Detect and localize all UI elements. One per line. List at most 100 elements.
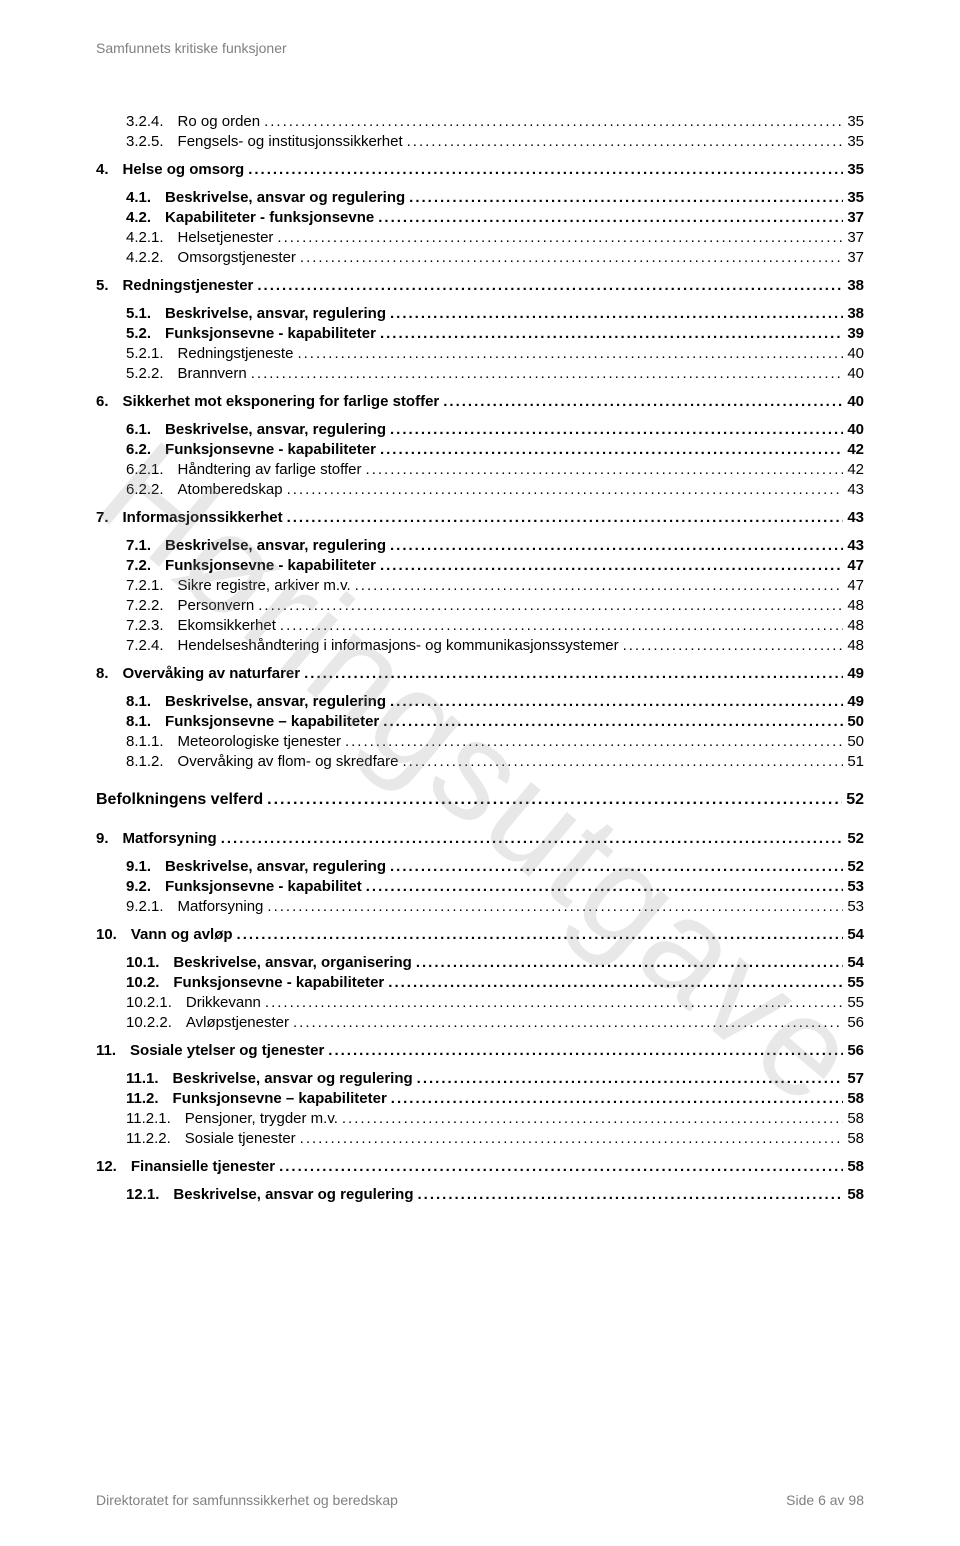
toc-entry-page: 38 xyxy=(843,306,864,321)
toc-entry-page: 37 xyxy=(843,210,864,225)
toc-entry-number: 8.1. xyxy=(126,714,165,729)
toc-entry: 11.1.Beskrivelse, ansvar og regulering57 xyxy=(96,1071,864,1086)
toc-entry: 9.2.1.Matforsyning53 xyxy=(96,899,864,914)
toc-leader-dots xyxy=(386,422,843,437)
toc-entry-title: Beskrivelse, ansvar og regulering xyxy=(173,1187,413,1202)
toc-entry-page: 56 xyxy=(843,1015,864,1030)
toc-entry: 11.2.Funksjonsevne – kapabiliteter58 xyxy=(96,1091,864,1106)
toc-leader-dots xyxy=(351,578,844,593)
toc-entry-title: Beskrivelse, ansvar og regulering xyxy=(173,1071,413,1086)
toc-entry-title: Ekomsikkerhet xyxy=(178,618,276,633)
toc-entry-page: 58 xyxy=(843,1159,864,1174)
footer-right: Side 6 av 98 xyxy=(786,1492,864,1508)
toc-entry-title: Informasjonssikkerhet xyxy=(123,510,283,525)
toc-entry-page: 58 xyxy=(843,1111,864,1126)
toc-entry-title: Beskrivelse, ansvar, regulering xyxy=(165,694,386,709)
toc-entry-page: 56 xyxy=(843,1043,864,1058)
toc-entry-page: 38 xyxy=(843,278,864,293)
toc-entry-page: 37 xyxy=(843,250,864,265)
toc-leader-dots xyxy=(376,442,843,457)
toc-entry: 9.1.Beskrivelse, ansvar, regulering52 xyxy=(96,859,864,874)
toc-entry-title: Matforsyning xyxy=(123,831,217,846)
toc-entry-page: 48 xyxy=(843,618,864,633)
toc-entry: 7.1.Beskrivelse, ansvar, regulering43 xyxy=(96,538,864,553)
toc-entry-number: 9.2. xyxy=(126,879,165,894)
toc-entry: 4.1.Beskrivelse, ansvar og regulering35 xyxy=(96,190,864,205)
toc-entry-title: Beskrivelse, ansvar, regulering xyxy=(165,306,386,321)
toc-entry-number: 4.2.2. xyxy=(126,250,178,265)
toc-entry-number: 6.2.1. xyxy=(126,462,178,477)
toc-entry-page: 35 xyxy=(843,114,864,129)
toc-entry: 6.1.Beskrivelse, ansvar, regulering40 xyxy=(96,422,864,437)
toc-entry-number: 5. xyxy=(96,278,123,293)
toc-entry: 9.2.Funksjonsevne - kapabilitet53 xyxy=(96,879,864,894)
toc-entry-page: 52 xyxy=(842,792,864,808)
toc-entry-title: Funksjonsevne - kapabilitet xyxy=(165,879,362,894)
toc-entry-title: Beskrivelse, ansvar, regulering xyxy=(165,538,386,553)
toc-entry-title: Funksjonsevne – kapabiliteter xyxy=(165,714,379,729)
toc-entry-page: 47 xyxy=(843,578,864,593)
toc-leader-dots xyxy=(405,190,843,205)
toc-leader-dots xyxy=(293,346,843,361)
toc-entry: 5.1.Beskrivelse, ansvar, regulering38 xyxy=(96,306,864,321)
toc-entry-page: 40 xyxy=(843,366,864,381)
toc-entry-title: Håndtering av farlige stoffer xyxy=(178,462,362,477)
toc-entry-title: Funksjonsevne - kapabiliteter xyxy=(165,326,376,341)
toc-entry-page: 35 xyxy=(843,134,864,149)
toc-entry-title: Ro og orden xyxy=(178,114,261,129)
toc-leader-dots xyxy=(283,482,844,497)
toc-entry-title: Meteorologiske tjenester xyxy=(178,734,341,749)
toc-entry-title: Helse og omsorg xyxy=(123,162,245,177)
toc-entry: 10.2.1.Drikkevann55 xyxy=(96,995,864,1010)
toc-entry: 12.Finansielle tjenester58 xyxy=(96,1159,864,1174)
toc-entry-page: 55 xyxy=(843,975,864,990)
toc-leader-dots xyxy=(387,1091,844,1106)
toc-entry-number: 6. xyxy=(96,394,123,409)
toc-entry-page: 35 xyxy=(843,190,864,205)
toc-entry-title: Funksjonsevne – kapabiliteter xyxy=(173,1091,387,1106)
toc-entry-page: 51 xyxy=(843,754,864,769)
toc-leader-dots xyxy=(263,792,842,808)
toc-entry-title: Overvåking av naturfarer xyxy=(123,666,301,681)
toc-entry-page: 49 xyxy=(843,666,864,681)
toc-entry-title: Redningstjenester xyxy=(123,278,254,293)
toc-entry-title: Drikkevann xyxy=(186,995,261,1010)
toc-entry-title: Beskrivelse, ansvar, organisering xyxy=(173,955,411,970)
toc-entry-title: Vann og avløp xyxy=(131,927,233,942)
toc-entry-title: Avløpstjenester xyxy=(186,1015,289,1030)
toc-entry-title: Finansielle tjenester xyxy=(131,1159,275,1174)
toc-leader-dots xyxy=(362,879,844,894)
toc-entry-page: 53 xyxy=(843,899,864,914)
toc-entry: 7.2.3.Ekomsikkerhet48 xyxy=(96,618,864,633)
toc-entry-title: Sosiale ytelser og tjenester xyxy=(130,1043,324,1058)
toc-entry-number: 8.1. xyxy=(126,694,165,709)
toc-entry-number: 9. xyxy=(96,831,123,846)
toc-entry-page: 52 xyxy=(843,859,864,874)
toc-entry-number: 10.2.2. xyxy=(126,1015,186,1030)
toc-entry-title: Pensjoner, trygder m.v. xyxy=(185,1111,338,1126)
toc-entry-number: 11. xyxy=(96,1043,130,1058)
toc-entry-number: 4.2. xyxy=(126,210,165,225)
toc-leader-dots xyxy=(374,210,843,225)
toc-leader-dots xyxy=(261,995,843,1010)
toc-entry: 4.Helse og omsorg35 xyxy=(96,162,864,177)
toc-entry-number: 10.1. xyxy=(126,955,173,970)
toc-entry-page: 42 xyxy=(843,442,864,457)
toc-entry: 10.2.Funksjonsevne - kapabiliteter55 xyxy=(96,975,864,990)
toc-entry: 11.Sosiale ytelser og tjenester 56 xyxy=(96,1043,864,1058)
toc-entry-title: Beskrivelse, ansvar, regulering xyxy=(165,422,386,437)
toc-entry-number: 4. xyxy=(96,162,123,177)
toc-entry-page: 43 xyxy=(843,482,864,497)
toc-leader-dots xyxy=(244,162,843,177)
toc-entry-number: 6.2. xyxy=(126,442,165,457)
toc-entry: 6.2.Funksjonsevne - kapabiliteter42 xyxy=(96,442,864,457)
toc-entry: 6.2.1.Håndtering av farlige stoffer42 xyxy=(96,462,864,477)
toc-leader-dots xyxy=(413,1071,844,1086)
toc-entry-number: 11.2.2. xyxy=(126,1131,185,1146)
toc-entry-title: Omsorgstjenester xyxy=(178,250,296,265)
toc-leader-dots xyxy=(296,1131,844,1146)
toc-entry: 10.1.Beskrivelse, ansvar, organisering54 xyxy=(96,955,864,970)
toc-leader-dots xyxy=(283,510,844,525)
toc-leader-dots xyxy=(386,694,843,709)
toc-entry-title: Sikkerhet mot eksponering for farlige st… xyxy=(123,394,440,409)
